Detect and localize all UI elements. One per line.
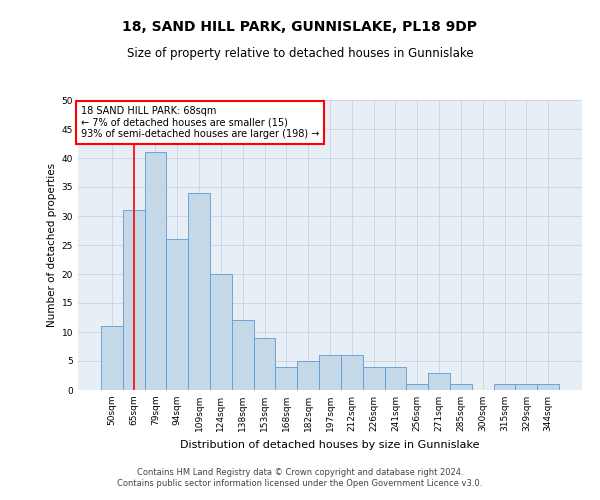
Bar	[363, 367, 385, 390]
Bar	[450, 384, 472, 390]
Text: Contains HM Land Registry data © Crown copyright and database right 2024.
Contai: Contains HM Land Registry data © Crown c…	[118, 468, 482, 487]
Bar	[341, 355, 363, 390]
Bar	[428, 372, 450, 390]
Bar	[210, 274, 232, 390]
X-axis label: Distribution of detached houses by size in Gunnislake: Distribution of detached houses by size …	[180, 440, 480, 450]
Bar	[297, 361, 319, 390]
Bar	[188, 193, 210, 390]
Bar	[275, 367, 297, 390]
Bar	[319, 355, 341, 390]
Bar	[406, 384, 428, 390]
Text: 18, SAND HILL PARK, GUNNISLAKE, PL18 9DP: 18, SAND HILL PARK, GUNNISLAKE, PL18 9DP	[122, 20, 478, 34]
Text: Size of property relative to detached houses in Gunnislake: Size of property relative to detached ho…	[127, 48, 473, 60]
Bar	[166, 239, 188, 390]
Bar	[101, 326, 123, 390]
Bar	[494, 384, 515, 390]
Bar	[537, 384, 559, 390]
Text: 18 SAND HILL PARK: 68sqm
← 7% of detached houses are smaller (15)
93% of semi-de: 18 SAND HILL PARK: 68sqm ← 7% of detache…	[80, 106, 319, 139]
Bar	[123, 210, 145, 390]
Y-axis label: Number of detached properties: Number of detached properties	[47, 163, 58, 327]
Bar	[515, 384, 537, 390]
Bar	[254, 338, 275, 390]
Bar	[385, 367, 406, 390]
Bar	[145, 152, 166, 390]
Bar	[232, 320, 254, 390]
